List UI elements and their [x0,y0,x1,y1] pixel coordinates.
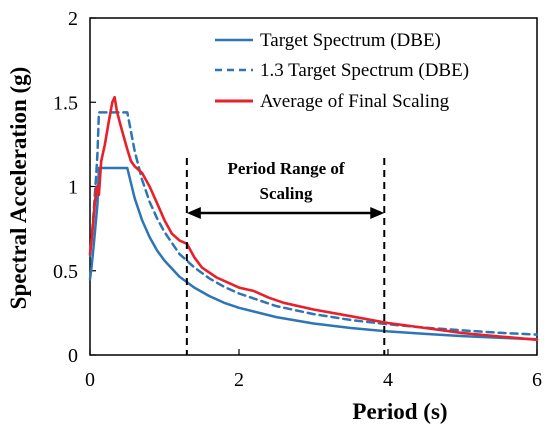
annotation-line2: Scaling [260,184,313,203]
y-tick-label: 0 [68,345,78,367]
range-arrow-head-left [186,207,201,219]
y-tick-label: 2 [68,8,78,30]
x-tick-label: 2 [234,369,244,391]
series-line-2 [88,95,539,342]
range-arrow-head-right [370,207,385,219]
scaling-annotation: Period Range of Scaling [227,159,344,203]
annotation-line1: Period Range of [227,159,344,178]
y-tick-label: 1 [68,177,78,199]
x-tick-label: 6 [532,369,542,391]
legend-label-target-1-3: 1.3 Target Spectrum (DBE) [260,60,469,81]
plot-area: 0 0.5 1 1.5 2 0 2 4 6 [53,8,542,391]
legend-label-target: Target Spectrum (DBE) [260,30,441,51]
x-tick-label: 4 [383,369,393,391]
y-tick-label: 1.5 [53,92,78,114]
series-line-1 [88,111,539,336]
y-axis-title: Spectral Acceleration (g) [6,67,31,310]
x-tick-label: 0 [85,369,95,391]
series-line-0 [88,166,539,341]
legend: Target Spectrum (DBE) 1.3 Target Spectru… [215,30,469,112]
legend-label-average: Average of Final Scaling [260,91,450,112]
x-axis-title: Period (s) [352,399,447,424]
y-tick-label: 0.5 [53,261,78,283]
